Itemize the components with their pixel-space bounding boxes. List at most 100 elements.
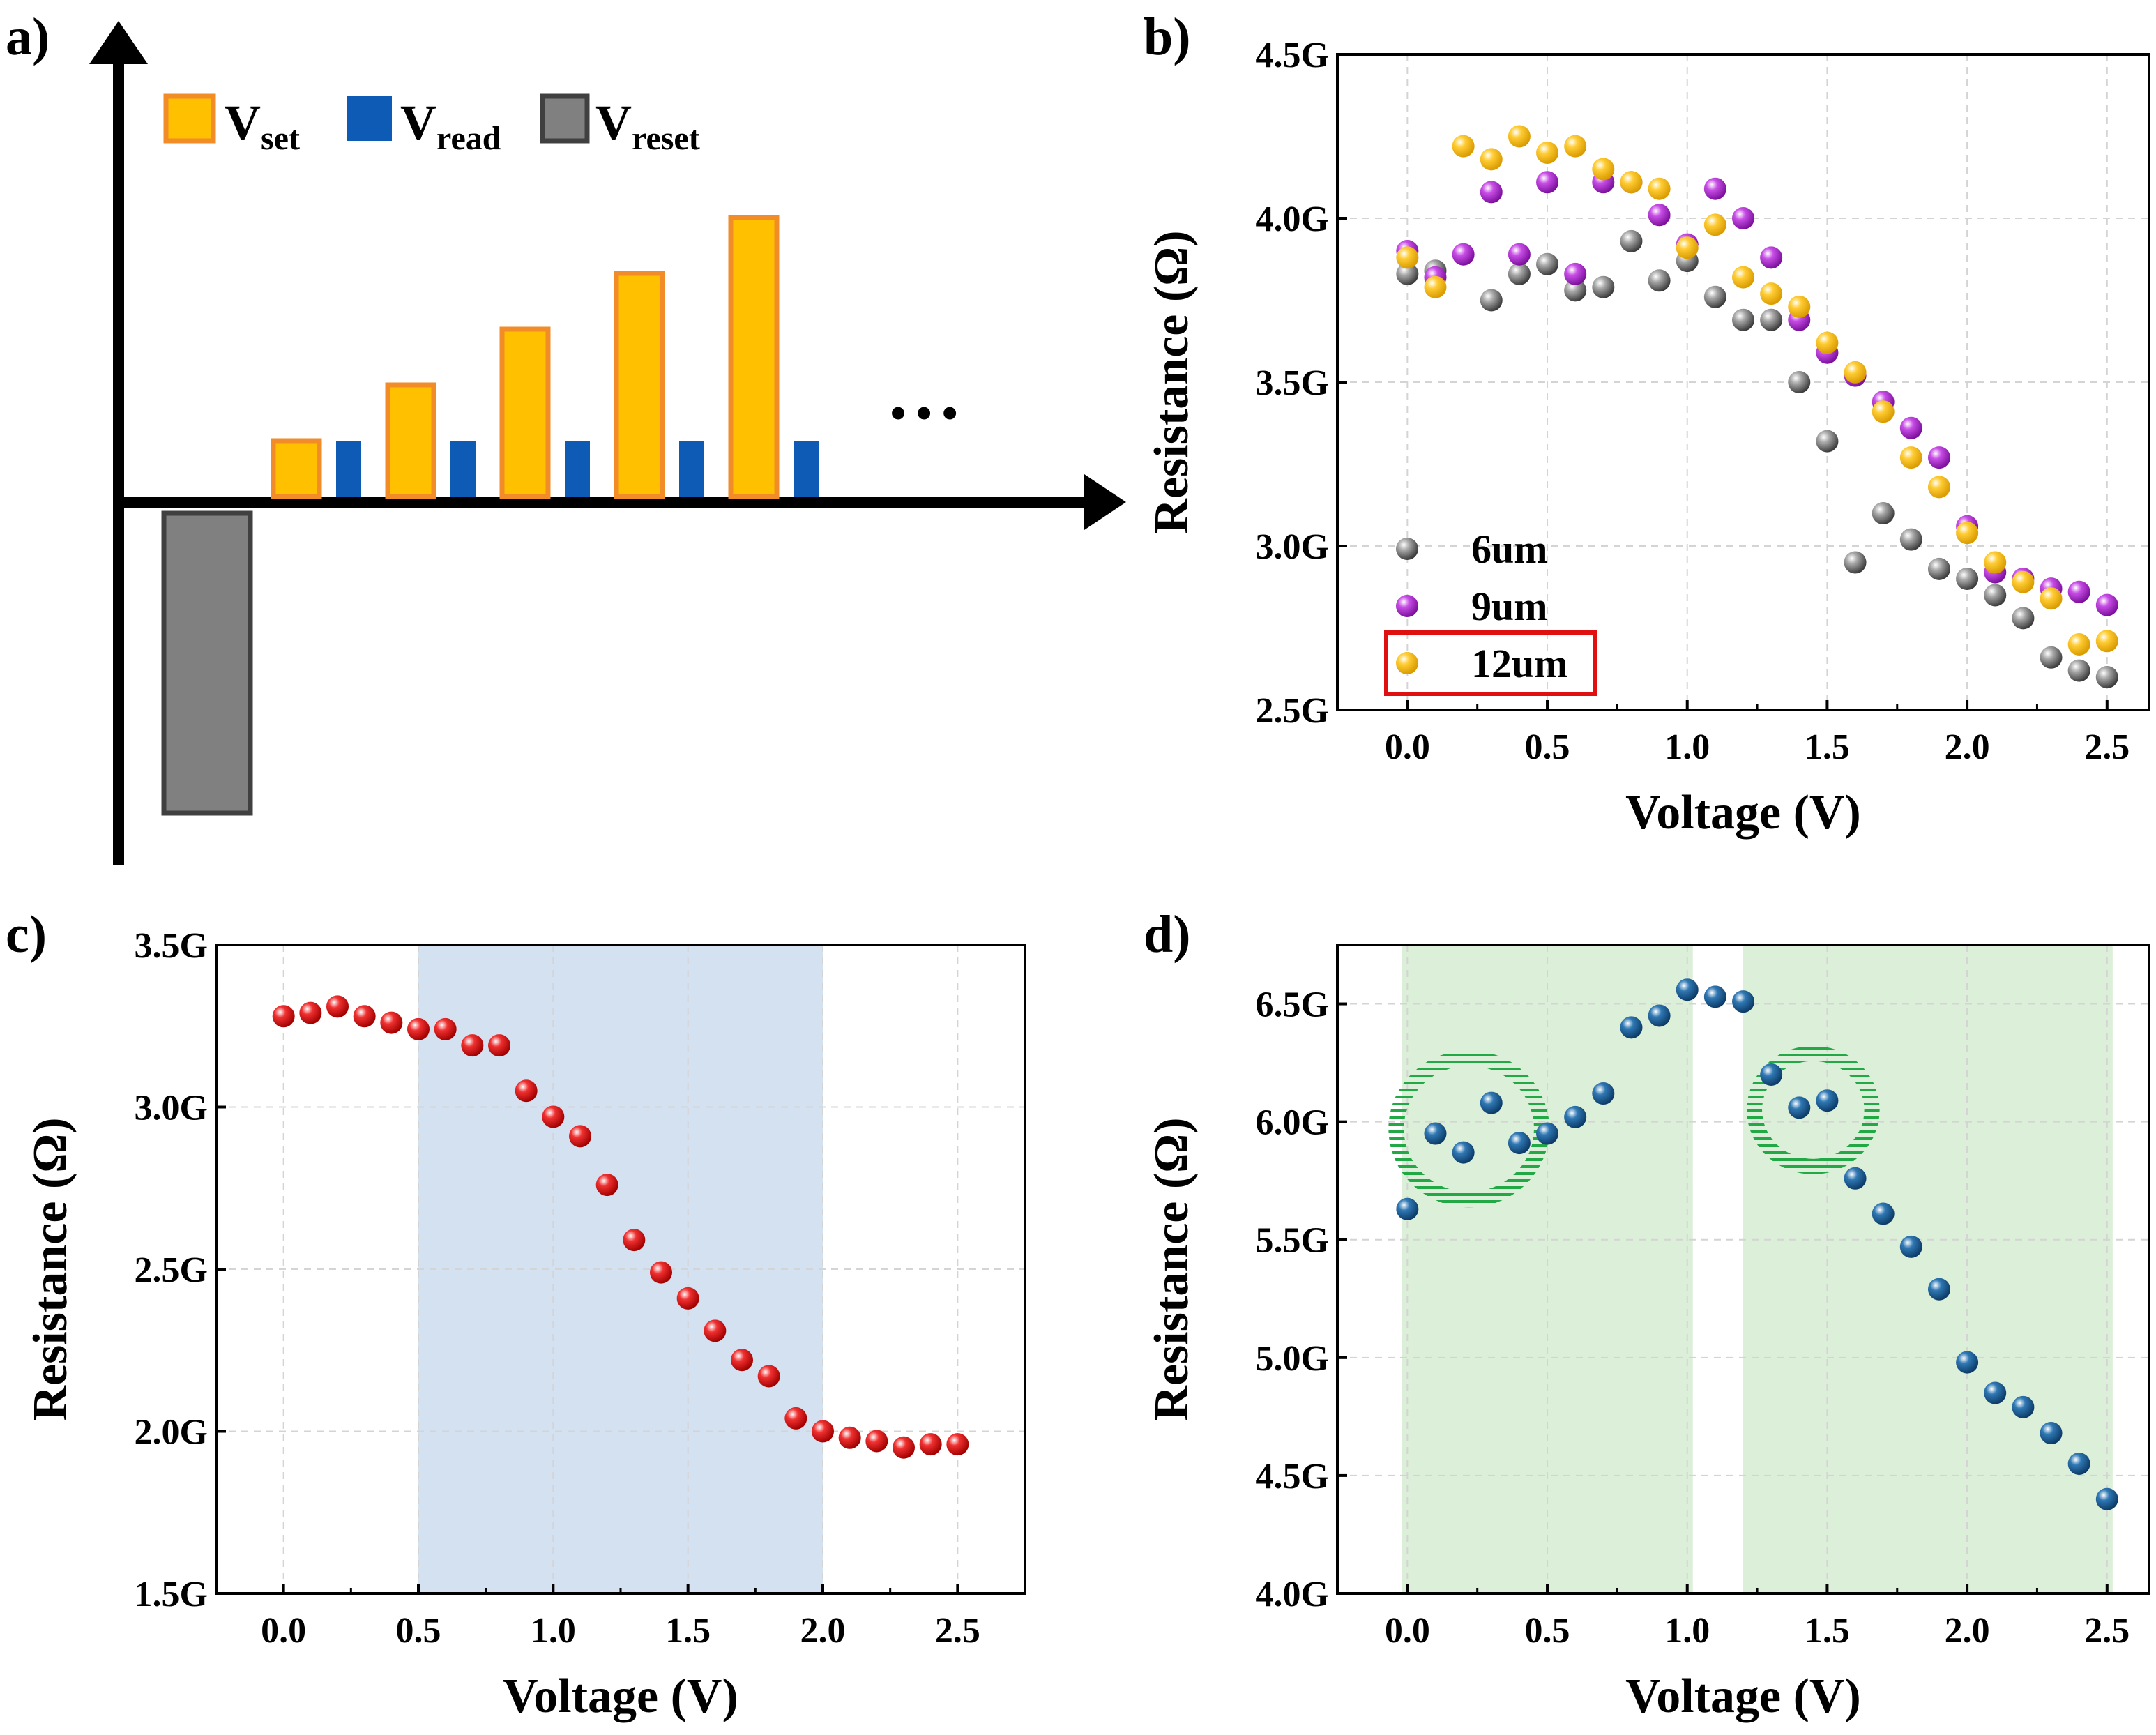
pulse-x-arrowhead-icon xyxy=(1084,474,1126,530)
data-point-12um xyxy=(1732,266,1754,289)
y-tick-label: 4.5G xyxy=(1256,36,1329,75)
x-tick-label: 1.5 xyxy=(665,1611,711,1651)
data-point-9um xyxy=(1508,243,1531,266)
data-point-12um xyxy=(2012,570,2035,593)
d-axis-ticks: 0.0 0.5 1.0 1.5 2.0 2.5 4.0G 4.5G 5.0G 5.5G 6.0G 6.… xyxy=(1256,985,2130,1651)
panel-b-chart: b) 0.0 0.5 1.0 1.5 2.0 2.5 2.5G 3.0G 3.5G 4.0G 4.5… xyxy=(1144,8,2150,840)
data-point-resistance xyxy=(1760,1063,1783,1086)
legend-swatch-reset xyxy=(540,93,590,144)
data-point-6um xyxy=(1788,371,1811,393)
data-point-9um xyxy=(1536,171,1559,194)
data-point-resistance xyxy=(353,1005,376,1028)
reset-pulse-bar xyxy=(161,510,253,816)
b-axis-ticks: 0.0 0.5 1.0 1.5 2.0 2.5 2.5G 3.0G 3.5G 4.0G 4.5G xyxy=(1256,36,2130,767)
data-point-resistance xyxy=(1424,1122,1447,1145)
data-point-resistance xyxy=(784,1407,807,1430)
legend-marker-9um xyxy=(1396,595,1418,617)
d-shaded-regions xyxy=(1402,945,2113,1593)
legend-label-12um: 12um xyxy=(1471,641,1568,686)
data-point-resistance xyxy=(1816,1089,1839,1112)
y-tick-label: 3.0G xyxy=(1256,527,1329,567)
y-tick-label: 5.5G xyxy=(1256,1221,1329,1261)
data-point-6um xyxy=(1536,252,1559,275)
data-point-9um xyxy=(1703,177,1726,200)
data-point-resistance xyxy=(1703,985,1726,1008)
data-point-resistance xyxy=(542,1105,565,1128)
y-tick-label: 2.5G xyxy=(1256,691,1329,731)
continuation-ellipsis: … xyxy=(886,350,962,435)
data-point-resistance xyxy=(1899,1235,1922,1258)
data-point-12um xyxy=(1927,476,1950,499)
x-tick-label: 0.0 xyxy=(1385,727,1430,767)
data-point-12um xyxy=(2095,630,2118,653)
data-point-6um xyxy=(1844,551,1867,574)
data-point-resistance xyxy=(757,1365,780,1388)
data-point-resistance xyxy=(1480,1091,1503,1114)
set-pulse-bar xyxy=(271,438,322,499)
legend-marker-12um xyxy=(1396,652,1418,674)
data-point-12um xyxy=(1984,551,2007,574)
data-point-9um xyxy=(2067,580,2090,603)
data-point-resistance xyxy=(1956,1351,1979,1374)
x-tick-label: 2.0 xyxy=(1945,727,1990,767)
data-point-12um xyxy=(1899,446,1922,469)
read-pulse-bar xyxy=(679,441,704,497)
data-point-9um xyxy=(2095,593,2118,616)
data-point-resistance xyxy=(515,1079,538,1103)
c-axis-ticks: 0.0 0.5 1.0 1.5 2.0 2.5 1.5G 2.0G 2.5G 3.0G 3.5G xyxy=(135,926,980,1651)
data-point-6um xyxy=(2040,646,2063,669)
data-point-resistance xyxy=(1872,1202,1895,1225)
data-point-12um xyxy=(1424,275,1447,298)
data-point-6um xyxy=(1760,308,1783,331)
b-x-axis-title: Voltage (V) xyxy=(1625,786,1861,840)
data-point-12um xyxy=(2040,587,2063,610)
data-point-resistance xyxy=(1592,1082,1615,1105)
legend-label-set: Vset xyxy=(225,95,300,157)
data-point-resistance xyxy=(1452,1141,1475,1164)
data-point-12um xyxy=(1592,158,1615,181)
read-pulse-bar xyxy=(336,441,361,497)
pulse-legend: Vset Vread Vreset xyxy=(163,93,700,157)
data-point-12um xyxy=(1676,236,1699,259)
data-point-resistance xyxy=(1984,1381,2007,1404)
data-point-resistance xyxy=(2067,1453,2090,1475)
data-point-9um xyxy=(1732,207,1754,229)
data-point-resistance xyxy=(893,1436,915,1459)
data-point-resistance xyxy=(488,1034,510,1057)
set-pulse-bar xyxy=(499,326,551,499)
data-point-resistance xyxy=(2095,1487,2118,1510)
data-point-12um xyxy=(1564,135,1587,158)
data-point-6um xyxy=(1984,584,2007,607)
b-data-points xyxy=(1396,125,2118,688)
data-point-6um xyxy=(2067,659,2090,682)
data-point-12um xyxy=(1844,361,1867,384)
panel-d-chart: d) 0.0 0.5 1.0 1.5 2.0 2.5 4.0G 4.5G 5.0G 5.5G 6.0… xyxy=(1144,905,2150,1723)
data-point-6um xyxy=(1508,262,1531,285)
data-point-6um xyxy=(1592,275,1615,298)
legend-marker-6um xyxy=(1396,538,1418,560)
data-point-resistance xyxy=(2040,1422,2063,1445)
data-point-resistance xyxy=(434,1017,457,1040)
x-tick-label: 1.0 xyxy=(1664,727,1710,767)
data-point-resistance xyxy=(1927,1278,1950,1301)
data-point-6um xyxy=(1732,308,1754,331)
x-tick-label: 1.0 xyxy=(1664,1611,1710,1651)
data-point-resistance xyxy=(1648,1004,1671,1027)
data-point-12um xyxy=(1788,295,1811,318)
data-point-12um xyxy=(1508,125,1531,148)
data-point-resistance xyxy=(676,1287,699,1310)
data-point-6um xyxy=(1480,289,1503,312)
data-point-6um xyxy=(2095,666,2118,688)
shaded-band xyxy=(1402,945,1693,1593)
panel-c-label: c) xyxy=(6,905,47,964)
y-tick-label: 4.0G xyxy=(1256,1575,1329,1614)
x-tick-label: 2.5 xyxy=(2084,727,2130,767)
d-y-axis-title: Resistance (Ω) xyxy=(1145,1117,1199,1420)
shaded-band xyxy=(1743,945,2113,1593)
legend-highlight-box xyxy=(1384,630,1597,696)
data-point-6um xyxy=(1564,279,1587,302)
x-tick-label: 2.5 xyxy=(2084,1611,2130,1651)
data-point-resistance xyxy=(595,1174,618,1197)
data-point-resistance xyxy=(865,1430,888,1453)
panel-c-chart: c) 0.0 0.5 1.0 1.5 2.0 2.5 1.5G 2.0G 2.5G 3.0G 3.5… xyxy=(6,905,1026,1723)
